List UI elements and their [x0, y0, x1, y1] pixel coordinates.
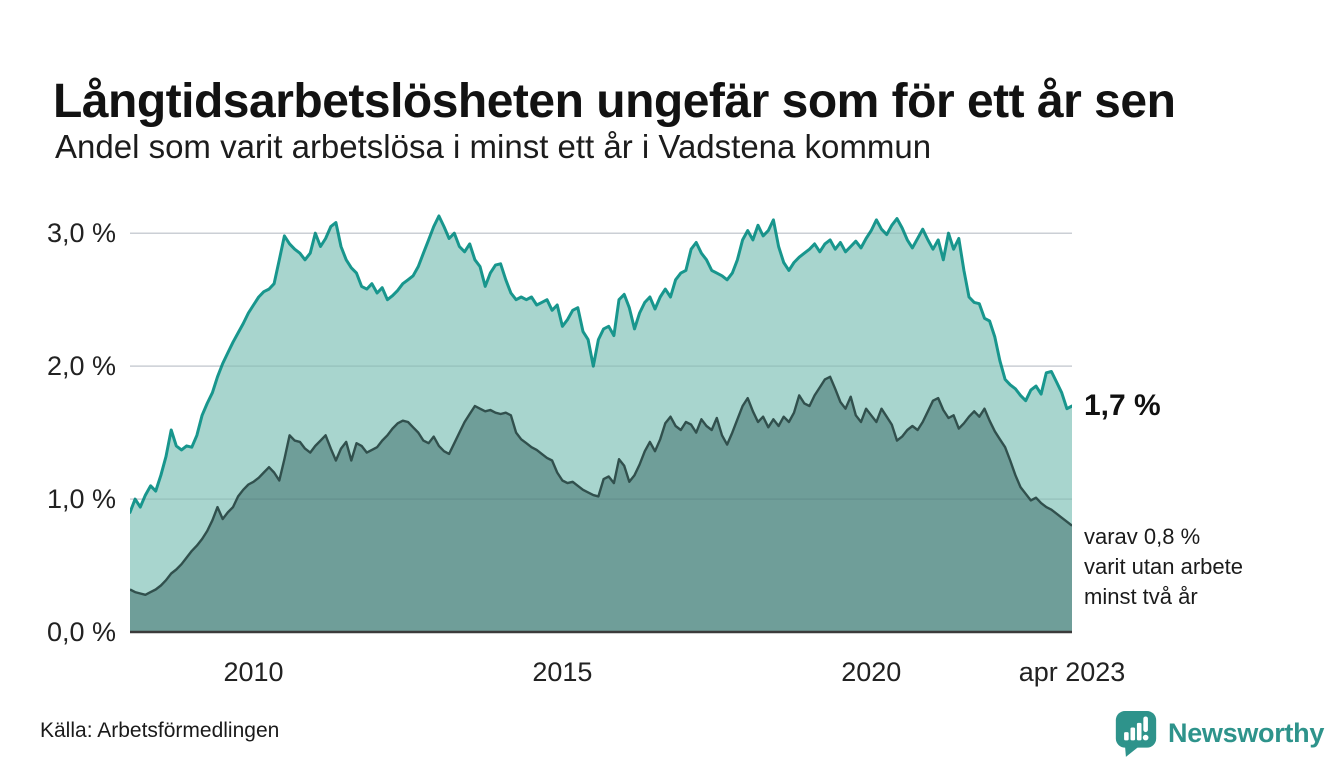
y-axis-tick: 2,0 % [46, 351, 116, 382]
newsworthy-bubble-chart-icon [1115, 711, 1157, 757]
latest-value-label: 1,7 % [1084, 389, 1161, 422]
page-title: Långtidsarbetslösheten ungefär som för e… [53, 75, 1176, 129]
area-chart [130, 214, 1072, 634]
secondary-series-label: varav 0,8 % varit utan arbete minst två … [1084, 522, 1324, 612]
secondary-series-label-line2: varit utan arbete [1084, 554, 1243, 579]
newsworthy-logo: Newsworthy [1114, 708, 1324, 758]
x-axis-tick: 2010 [223, 657, 284, 687]
y-axis-tick: 1,0 % [46, 484, 116, 515]
secondary-series-label-line3: minst två år [1084, 584, 1198, 609]
y-axis-tick: 3,0 % [46, 218, 116, 249]
secondary-series-label-line1: varav 0,8 % [1084, 524, 1201, 549]
source-credit: Källa: Arbetsförmedlingen [40, 719, 280, 742]
y-axis-tick: 0,0 % [46, 617, 116, 647]
x-axis-tick: 2020 [841, 657, 902, 687]
x-axis-tick: apr 2023 [1018, 657, 1126, 687]
chart-subtitle: Andel som varit arbetslösa i minst ett å… [55, 128, 932, 165]
x-axis-tick: 2015 [532, 657, 593, 687]
newsworthy-wordmark: Newsworthy [1168, 717, 1325, 748]
